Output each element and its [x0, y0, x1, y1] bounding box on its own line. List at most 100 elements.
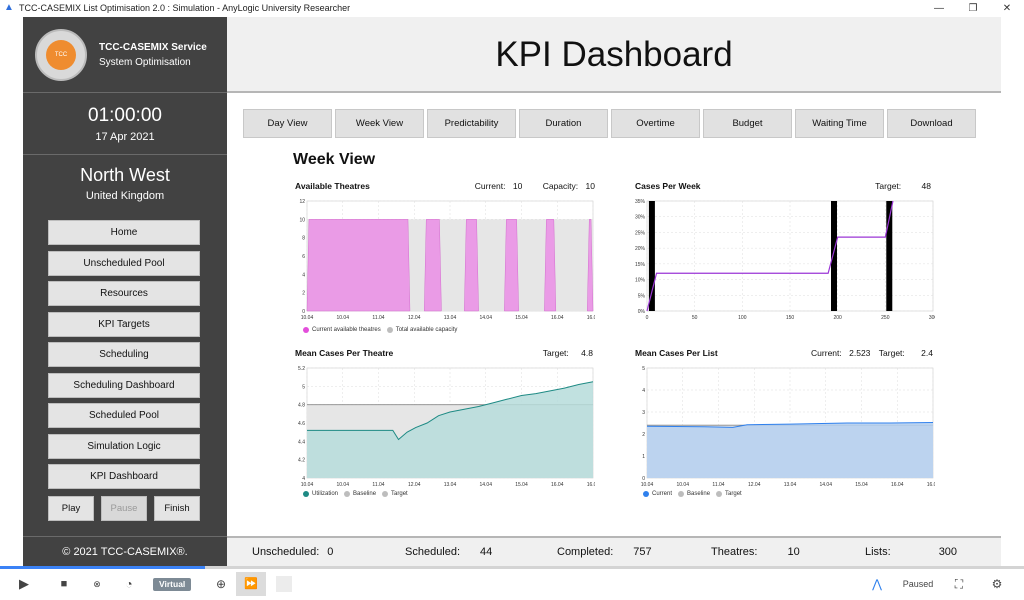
nav-kpi-dashboard-button[interactable]: KPI Dashboard — [48, 464, 200, 489]
y-tick-label: 12 — [299, 199, 305, 205]
cases-per-week-panel: Cases Per Week Target: 48 0% 5% 10% 15% 20% 2… — [635, 181, 935, 346]
speed-up-icon[interactable]: ⊕ — [215, 577, 227, 591]
tab-day-view[interactable]: Day View — [243, 109, 332, 138]
week-marker-bar — [648, 201, 655, 311]
tab-predictability[interactable]: Predictability — [427, 109, 516, 138]
x-tick-label: 11.04 — [372, 315, 384, 321]
x-tick-label: 16.04 — [927, 482, 935, 488]
legend-dot — [643, 491, 649, 497]
fullscreen-icon[interactable]: ⛶ — [954, 577, 964, 591]
nav-scheduled-pool-button[interactable]: Scheduled Pool — [48, 403, 200, 428]
simulation-progress-bar — [0, 566, 1024, 569]
mean-cases-per-theatre-panel: Mean Cases Per Theatre Target: 4.8 4 4.2 4… — [295, 348, 595, 513]
y-tick-label: 8 — [302, 236, 305, 242]
unscheduled-stat: Unscheduled: 0 — [252, 546, 333, 558]
x-tick-label: 15.04 — [515, 482, 528, 488]
nav-kpi-targets-button[interactable]: KPI Targets — [48, 311, 200, 337]
y-tick-label: 1 — [642, 454, 645, 460]
legend-label: Current — [652, 491, 673, 497]
fast-forward-icon[interactable]: ⏩ — [236, 572, 266, 596]
x-tick-label: 10.04 — [336, 482, 349, 488]
nav-simulation-logic-button[interactable]: Simulation Logic — [48, 433, 200, 459]
nav-resources-button[interactable]: Resources — [48, 281, 200, 306]
play-button[interactable]: Play — [48, 496, 94, 521]
blank-toolbar-button[interactable] — [276, 576, 292, 592]
legend-dot — [386, 327, 393, 333]
stat-label: Lists: — [865, 546, 891, 558]
tab-budget[interactable]: Budget — [703, 109, 792, 138]
legend-label: Utilization — [312, 491, 339, 497]
maximize-button[interactable]: ❐ — [968, 2, 978, 14]
x-tick-label: 12.04 — [408, 482, 421, 488]
y-tick-label: 5 — [302, 384, 305, 390]
x-tick-label: 0 — [646, 315, 649, 321]
y-tick-label: 0 — [642, 476, 645, 482]
available-theatres-area — [464, 219, 479, 312]
current-line — [646, 422, 934, 428]
x-tick-label: 16.04 — [551, 482, 564, 488]
x-tick-label: 10.04 — [336, 315, 349, 321]
x-tick-label: 14.04 — [479, 482, 492, 488]
x-tick-label: 16.04 — [551, 315, 564, 321]
tab-week-view[interactable]: Week View — [335, 109, 424, 138]
close-button[interactable]: ✕ — [1002, 2, 1012, 14]
nav-unscheduled-pool-button[interactable]: Unscheduled Pool — [48, 250, 200, 276]
target-label: Target: — [878, 348, 905, 358]
speed-icon[interactable]: ◔ — [125, 577, 133, 591]
tab-waiting-time[interactable]: Waiting Time — [795, 109, 884, 138]
simulation-clock: 01:00:00 — [88, 105, 162, 126]
y-tick-label: 4.8 — [298, 403, 305, 409]
x-tick-label: 16.04 — [587, 315, 595, 321]
simulation-controls: Play Pause Finish — [48, 496, 200, 521]
current-value: 2.523 — [849, 348, 871, 358]
logo-text: TCC — [46, 39, 76, 70]
runtime-toolbar: ▶ ■ ⊗ ◔ Virtual ⊕ ⏩ ⋀ Paused ⛶ ⚙ — [0, 569, 1024, 600]
view-tabs: Day View Week View Predictability Durati… — [243, 109, 979, 138]
y-tick-label: 0% — [638, 309, 646, 315]
step-icon[interactable]: ⊗ — [93, 579, 101, 589]
tab-download[interactable]: Download — [887, 109, 976, 138]
window-title: TCC-CASEMIX List Optimisation 2.0 : Simu… — [19, 3, 351, 13]
y-tick-label: 5% — [638, 293, 646, 299]
copyright: © 2021 TCC-CASEMIX®. — [23, 536, 227, 566]
week-marker-bar — [830, 201, 837, 311]
pause-button[interactable]: Pause — [101, 496, 147, 521]
y-tick-label: 4 — [302, 272, 305, 278]
legend-label: Current available theatres — [312, 327, 381, 333]
stat-value: 757 — [633, 546, 652, 558]
x-tick-label: 15.04 — [855, 482, 868, 488]
stop-icon[interactable]: ■ — [60, 578, 68, 590]
utilization-area — [307, 381, 593, 478]
settings-gear-icon[interactable]: ⚙ — [991, 577, 1003, 591]
nav-home-button[interactable]: Home — [48, 220, 200, 245]
y-tick-label: 4.4 — [298, 439, 305, 445]
completed-stat: Completed: 757 — [557, 546, 652, 558]
legend-dot — [382, 491, 389, 497]
panel-title: Cases Per Week — [635, 181, 701, 191]
available-theatres-area — [587, 219, 594, 312]
x-tick-label: 12.04 — [748, 482, 761, 488]
x-tick-label: 15.04 — [515, 315, 528, 321]
y-tick-label: 35% — [635, 199, 646, 205]
window-title-bar: ▲ TCC-CASEMIX List Optimisation 2.0 : Si… — [0, 0, 1024, 16]
cases-per-week-chart: 0% 5% 10% 15% 20% 25% 30% 35% 0 50 100 150 200 250 300 — [635, 199, 935, 321]
panel-title: Available Theatres — [295, 181, 370, 191]
x-tick-label: 10.04 — [641, 482, 654, 488]
x-tick-label: 16.04 — [891, 482, 904, 488]
nav-scheduling-dashboard-button[interactable]: Scheduling Dashboard — [48, 372, 200, 398]
tab-overtime[interactable]: Overtime — [611, 109, 700, 138]
run-icon[interactable]: ▶ — [19, 576, 29, 591]
x-tick-label: 200 — [833, 315, 842, 321]
tab-duration[interactable]: Duration — [519, 109, 608, 138]
minimize-button[interactable]: — — [934, 2, 944, 14]
x-tick-label: 12.04 — [408, 315, 421, 321]
finish-button[interactable]: Finish — [154, 496, 200, 521]
y-tick-label: 10 — [299, 217, 305, 223]
target-value: 4.8 — [581, 348, 593, 358]
nav-scheduling-button[interactable]: Scheduling — [48, 342, 200, 367]
target-label: Target: — [542, 348, 569, 358]
y-tick-label: 4.6 — [298, 421, 305, 427]
virtual-time-button[interactable]: Virtual — [153, 578, 192, 591]
legend-label: Target — [391, 491, 408, 497]
region-area: North West United Kingdom — [23, 155, 227, 202]
